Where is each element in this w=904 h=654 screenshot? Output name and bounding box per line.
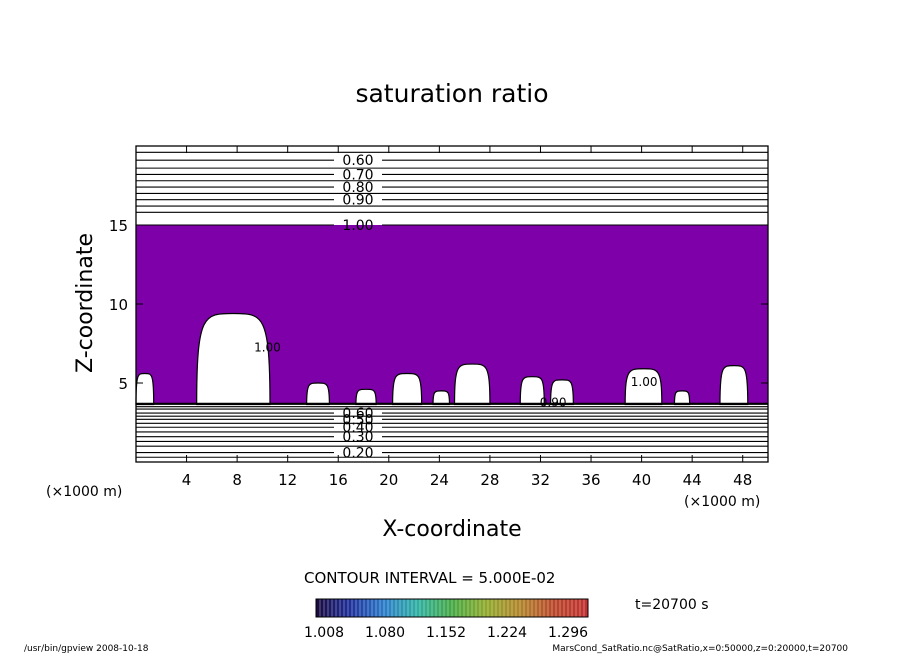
x-tick-label: 12 <box>278 471 297 489</box>
contour-label: 0.50 <box>342 412 373 428</box>
contour-inline-label: 1.00 <box>631 375 658 389</box>
footer-data-source: MarsCond_SatRatio.nc@SatRatio,x=0:50000,… <box>552 644 848 654</box>
colorbar-tick-label: 1.224 <box>487 625 527 641</box>
unsaturated-lobe <box>624 368 663 406</box>
x-axis-label: X-coordinate <box>382 517 521 542</box>
colorbar-gradient <box>316 599 588 617</box>
unsaturated-lobe <box>196 312 271 406</box>
x-tick-label: 44 <box>683 471 702 489</box>
unsaturated-lobe <box>519 376 545 406</box>
unsaturated-lobe <box>673 390 691 406</box>
contour-label: 0.90 <box>342 193 373 209</box>
contour-label: 0.60 <box>342 153 373 169</box>
x-tick-label: 4 <box>182 471 192 489</box>
contour-label: 1.00 <box>342 218 373 234</box>
unsaturated-lobe <box>549 379 574 406</box>
y-tick-label: 10 <box>109 296 128 314</box>
colorbar-tick-label: 1.296 <box>548 625 588 641</box>
x-tick-label: 8 <box>232 471 242 489</box>
y-tick-label: 15 <box>109 217 128 235</box>
x-tick-label: 40 <box>632 471 651 489</box>
x-tick-label: 24 <box>430 471 449 489</box>
x-tick-label: 20 <box>379 471 398 489</box>
x-unit-label-right: (×1000 m) <box>684 494 760 510</box>
unsaturated-lobe <box>355 388 377 406</box>
x-unit-label-left: (×1000 m) <box>46 484 122 500</box>
y-tick-label: 5 <box>118 375 128 393</box>
unsaturated-lobe <box>306 382 330 406</box>
unsaturated-lobe <box>719 365 749 406</box>
contour-inline-label: 1.00 <box>254 340 281 354</box>
colorbar-frame <box>315 598 589 618</box>
time-label: t=20700 s <box>635 597 709 613</box>
colorbar-tick-label: 1.080 <box>365 625 405 641</box>
contour-label: 0.60 <box>342 406 373 422</box>
footer-program-date: /usr/bin/gpview 2008-10-18 <box>24 644 149 654</box>
x-tick-label: 32 <box>531 471 550 489</box>
colorbar-tick-label: 1.008 <box>304 625 344 641</box>
x-tick-label: 28 <box>480 471 499 489</box>
contour-label: 0.40 <box>342 420 373 436</box>
x-tick-label: 48 <box>733 471 752 489</box>
contour-label: 0.80 <box>342 180 373 196</box>
unsaturated-lobe <box>432 390 451 406</box>
contour-interval-text: CONTOUR INTERVAL = 5.000E-02 <box>304 569 555 587</box>
unsaturated-lobe <box>391 372 423 406</box>
contour-label: 0.70 <box>342 167 373 183</box>
contour-label: 0.20 <box>342 446 373 462</box>
plot-area: 0.600.700.800.901.000.200.300.400.500.60… <box>135 151 768 462</box>
x-tick-label: 16 <box>329 471 348 489</box>
unsaturated-lobe <box>135 372 155 406</box>
y-axis-label: Z-coordinate <box>73 233 98 373</box>
colorbar: 1.008 1.080 1.152 1.224 1.296 <box>304 598 589 641</box>
unsaturated-lobe <box>453 363 491 406</box>
contour-label: 0.30 <box>342 430 373 446</box>
x-tick-label: 36 <box>581 471 600 489</box>
contour-inline-label: 0.90 <box>540 396 567 410</box>
chart-title: saturation ratio <box>355 79 548 108</box>
colorbar-tick-label: 1.152 <box>426 625 466 641</box>
